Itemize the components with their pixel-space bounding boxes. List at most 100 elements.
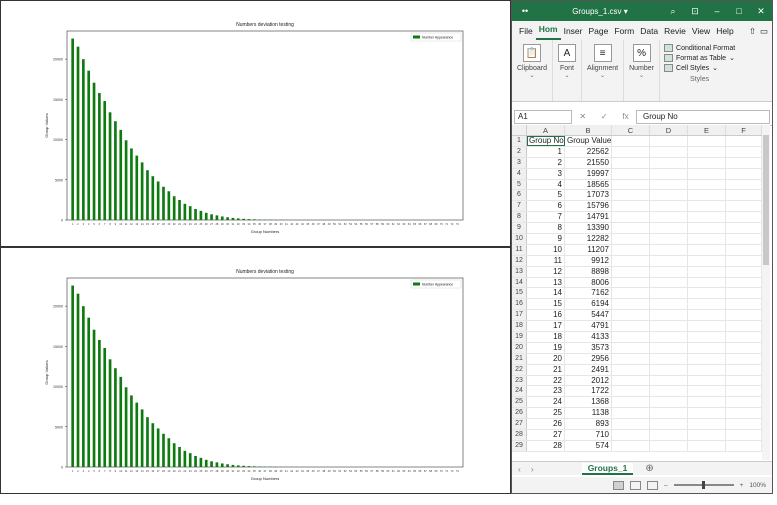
comments-icon[interactable]: ▭ xyxy=(759,26,768,36)
cell[interactable] xyxy=(726,408,762,419)
cell[interactable] xyxy=(650,201,688,212)
cell[interactable] xyxy=(688,146,726,157)
cell[interactable]: 1 xyxy=(527,146,565,157)
cell[interactable] xyxy=(650,223,688,234)
excel-autosave-icon[interactable]: •• xyxy=(521,6,529,16)
cell[interactable] xyxy=(726,299,762,310)
cell[interactable] xyxy=(650,136,688,146)
cell[interactable] xyxy=(612,419,650,430)
cell[interactable] xyxy=(650,419,688,430)
tab-insert[interactable]: Inser xyxy=(563,26,583,36)
cell[interactable]: 17 xyxy=(527,321,565,332)
cell[interactable] xyxy=(688,223,726,234)
cell[interactable]: 1722 xyxy=(565,386,612,397)
zoom-out-button[interactable]: – xyxy=(663,481,668,489)
cell[interactable] xyxy=(726,201,762,212)
font-group[interactable]: A Font ⌄ xyxy=(553,40,582,101)
cell[interactable] xyxy=(688,244,726,255)
cell[interactable] xyxy=(688,157,726,168)
cell[interactable] xyxy=(688,353,726,364)
cell[interactable]: 22562 xyxy=(565,146,612,157)
cell[interactable] xyxy=(650,310,688,321)
cell[interactable] xyxy=(650,375,688,386)
cell[interactable] xyxy=(726,234,762,244)
zoom-in-button[interactable]: + xyxy=(739,481,744,489)
cell[interactable] xyxy=(726,212,762,223)
cell[interactable] xyxy=(726,440,762,451)
cell[interactable] xyxy=(612,157,650,168)
tab-file[interactable]: File xyxy=(519,26,533,36)
cell[interactable] xyxy=(650,321,688,332)
cell[interactable]: 5 xyxy=(527,190,565,201)
cell[interactable]: 12 xyxy=(527,266,565,277)
cell[interactable] xyxy=(612,332,650,342)
page-break-view-icon[interactable] xyxy=(646,480,658,490)
row-header[interactable]: 2 xyxy=(512,146,527,157)
cell[interactable] xyxy=(650,244,688,255)
column-header-d[interactable]: D xyxy=(650,125,688,135)
cell[interactable] xyxy=(726,179,762,190)
cell[interactable] xyxy=(650,299,688,310)
row-header[interactable]: 6 xyxy=(512,190,527,201)
cell[interactable] xyxy=(612,223,650,234)
cell[interactable]: 3 xyxy=(527,168,565,179)
cancel-icon[interactable]: ✕ xyxy=(579,112,587,121)
cell[interactable] xyxy=(612,397,650,408)
tab-data[interactable]: Data xyxy=(640,26,659,36)
cell[interactable] xyxy=(650,234,688,244)
cell[interactable] xyxy=(688,321,726,332)
cell[interactable]: 2491 xyxy=(565,364,612,375)
window-title[interactable]: Groups_1.csv ▾ xyxy=(572,6,628,16)
cell[interactable]: 15796 xyxy=(565,201,612,212)
cell-a1[interactable]: Group No xyxy=(527,136,565,146)
cell[interactable] xyxy=(688,419,726,430)
cell[interactable]: 710 xyxy=(565,430,612,440)
cell[interactable]: 7 xyxy=(527,212,565,223)
cell[interactable]: 13 xyxy=(527,277,565,288)
cell[interactable] xyxy=(688,277,726,288)
cell[interactable]: 893 xyxy=(565,419,612,430)
cell[interactable] xyxy=(688,179,726,190)
cell[interactable] xyxy=(612,440,650,451)
cell[interactable] xyxy=(650,386,688,397)
cell[interactable]: 6194 xyxy=(565,299,612,310)
row-header[interactable]: 1 xyxy=(512,136,527,146)
tab-home[interactable]: Hom xyxy=(535,24,561,40)
name-box[interactable]: A1 xyxy=(514,109,572,124)
cell[interactable] xyxy=(688,299,726,310)
tab-view[interactable]: View xyxy=(691,26,711,36)
cell[interactable] xyxy=(726,136,762,146)
cell[interactable] xyxy=(726,168,762,179)
cell[interactable]: 4 xyxy=(527,179,565,190)
cell[interactable] xyxy=(612,321,650,332)
cell[interactable] xyxy=(650,332,688,342)
cell[interactable] xyxy=(650,157,688,168)
cell[interactable]: 4133 xyxy=(565,332,612,342)
cell[interactable] xyxy=(688,364,726,375)
add-sheet-icon[interactable]: ⊕ xyxy=(645,463,654,474)
row-header[interactable]: 9 xyxy=(512,223,527,234)
cell[interactable] xyxy=(726,190,762,201)
cell[interactable]: 9912 xyxy=(565,255,612,266)
cell[interactable] xyxy=(612,234,650,244)
cell[interactable] xyxy=(612,299,650,310)
cell[interactable]: 2956 xyxy=(565,353,612,364)
row-header[interactable]: 26 xyxy=(512,408,527,419)
vertical-scrollbar[interactable] xyxy=(762,125,770,460)
cell[interactable]: 5447 xyxy=(565,310,612,321)
zoom-level[interactable]: 100% xyxy=(749,481,766,489)
column-header-b[interactable]: B xyxy=(565,125,612,135)
tab-formulas[interactable]: Form xyxy=(614,26,635,36)
cell[interactable] xyxy=(612,212,650,223)
column-header-a[interactable]: A xyxy=(527,125,565,135)
cell[interactable] xyxy=(612,266,650,277)
cell[interactable] xyxy=(726,223,762,234)
cell[interactable] xyxy=(688,234,726,244)
normal-view-icon[interactable] xyxy=(612,480,624,490)
cell[interactable] xyxy=(650,353,688,364)
cell[interactable] xyxy=(688,386,726,397)
cell[interactable] xyxy=(726,332,762,342)
row-header[interactable]: 3 xyxy=(512,157,527,168)
cell[interactable] xyxy=(612,430,650,440)
row-header[interactable]: 11 xyxy=(512,244,527,255)
